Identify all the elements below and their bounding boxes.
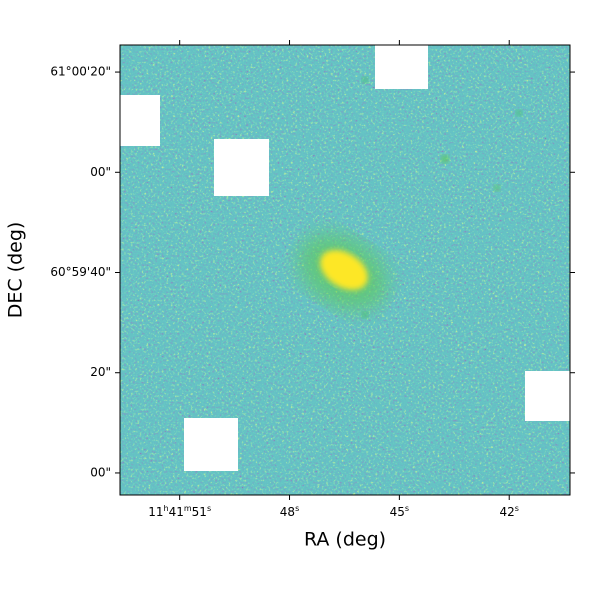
mask [120,95,160,146]
x-axis-label: RA (deg) [304,529,386,551]
y-axis-label: DEC (deg) [5,222,27,319]
x-tick-label: 48s [280,504,299,519]
galaxy-core [320,250,368,290]
y-tick-label: 00" [90,465,111,479]
star [516,110,522,116]
mask [214,139,269,196]
x-tick-label: 45s [390,504,409,519]
mask [184,418,238,471]
axes-frame [119,44,571,496]
star [441,155,449,163]
y-tick-label: 00" [90,165,111,179]
x-tick-label: 42s [499,504,518,519]
y-tick-label: 20" [90,365,111,379]
x-tick-label: 11h41m51s [148,504,211,519]
star [494,185,500,191]
star [362,77,368,83]
star [362,312,368,318]
y-tick-label: 60°59'40" [50,265,111,279]
mask [375,45,428,89]
mask [525,371,570,421]
sky-image [120,45,570,495]
y-tick-label: 61°00'20" [50,65,111,79]
